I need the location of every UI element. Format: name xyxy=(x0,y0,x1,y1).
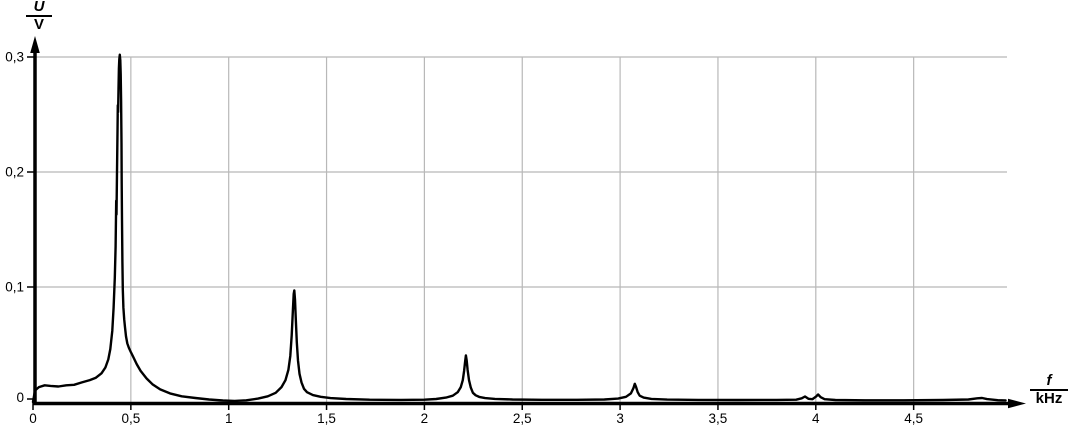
y-axis-arrow-icon xyxy=(30,36,40,53)
x-tick-label: 0,5 xyxy=(121,411,140,426)
x-tick-label: 1 xyxy=(225,411,233,426)
x-tick-label: 4,5 xyxy=(904,411,923,426)
y-tick-label: 0,2 xyxy=(5,165,24,180)
x-tick-label: 1,5 xyxy=(317,411,336,426)
x-axis-unit-label: f kHz xyxy=(1030,373,1068,407)
y-axis-quantity-label: U xyxy=(26,0,52,17)
y-axis-unit-label: U V xyxy=(26,0,52,32)
y-tick-label: 0,1 xyxy=(5,280,24,295)
x-tick-label: 0 xyxy=(29,411,37,426)
x-tick-label: 4 xyxy=(812,411,820,426)
y-axis-unit-name: V xyxy=(33,16,44,33)
x-axis-quantity-label: f xyxy=(1030,373,1068,391)
x-tick-label: 2 xyxy=(421,411,429,426)
x-tick-label: 2,5 xyxy=(513,411,532,426)
x-tick-label: 3,5 xyxy=(709,411,728,426)
x-axis-arrow-icon xyxy=(1008,398,1026,409)
y-tick-label: 0 xyxy=(16,390,24,405)
x-axis-unit-name: kHz xyxy=(1035,390,1063,407)
spectrum-curve xyxy=(31,53,1007,404)
y-tick-label: 0,3 xyxy=(5,50,24,65)
x-tick-label: 3 xyxy=(616,411,624,426)
